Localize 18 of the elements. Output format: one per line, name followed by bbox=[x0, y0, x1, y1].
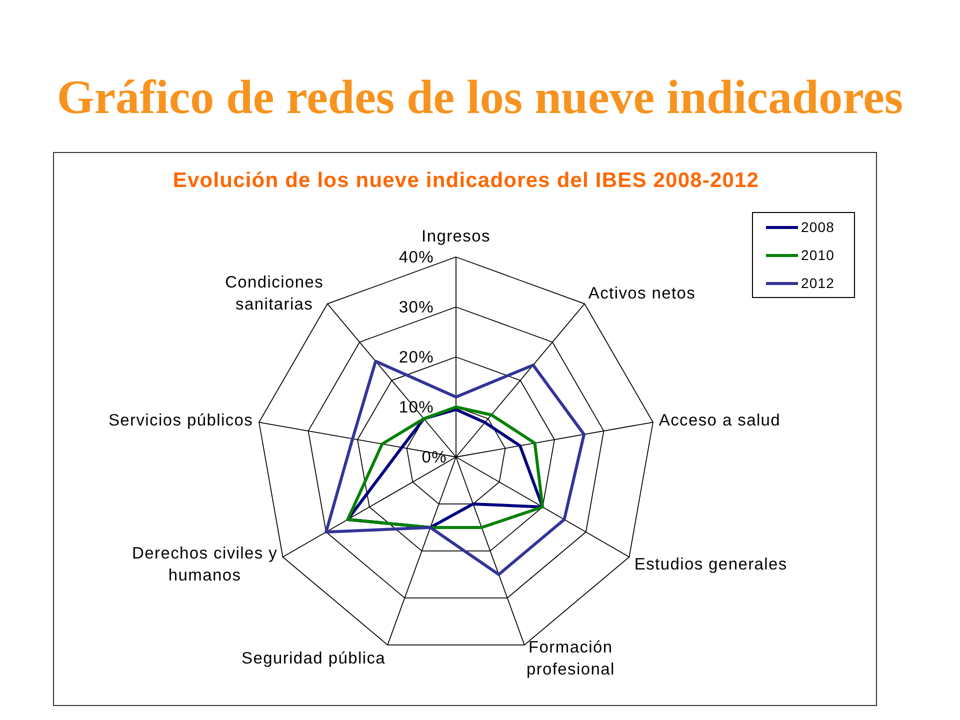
spoke-label: Servicios públicos bbox=[108, 411, 254, 430]
y-tick-label: 0% bbox=[422, 448, 447, 466]
chart-title: Gráfico de redes de los nueve indicadores bbox=[56, 70, 904, 126]
chart-subtitle: Evolución de los nueve indicadores del IBES 2008-2012 bbox=[172, 168, 760, 194]
spoke-label: Derechos civiles y humanos bbox=[132, 544, 278, 584]
spoke-label: Seguridad pública bbox=[242, 650, 386, 668]
spoke-label: Estudios generales bbox=[634, 556, 788, 574]
legend-label: 2008 bbox=[801, 219, 835, 235]
y-tick-label: 40% bbox=[398, 248, 434, 266]
spoke-label: Condiciones sanitarias bbox=[225, 274, 324, 314]
y-tick-label: 30% bbox=[398, 298, 434, 316]
legend-label: 2012 bbox=[801, 275, 835, 291]
spoke-label: Ingresos bbox=[422, 228, 490, 246]
spoke-label: Formación profesional bbox=[526, 638, 615, 679]
spoke-label: Acceso a salud bbox=[658, 411, 781, 430]
legend-label: 2010 bbox=[801, 247, 835, 263]
spoke-label: Activos netos bbox=[588, 284, 696, 303]
y-tick-label: 20% bbox=[398, 348, 434, 366]
